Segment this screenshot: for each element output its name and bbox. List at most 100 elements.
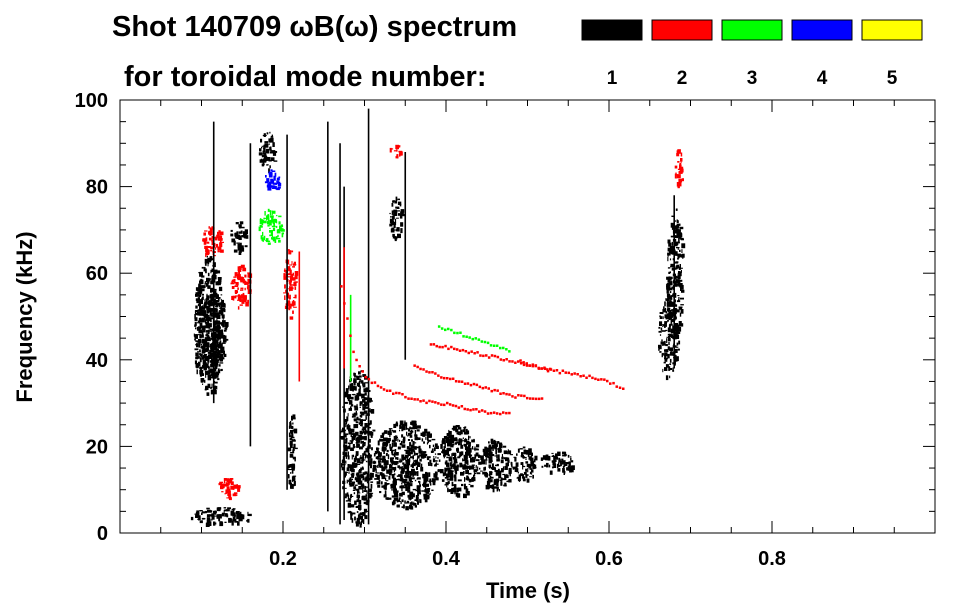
mode-1-pixel	[675, 247, 680, 249]
mode-1-pixel	[465, 470, 469, 474]
mode-1-pixel	[677, 280, 681, 285]
mode-2-track-pixel	[546, 368, 549, 371]
mode-2-pixel	[202, 238, 207, 242]
mode-3-pixel	[266, 221, 270, 223]
mode-1-pixel	[362, 444, 365, 448]
mode-1-pixel	[667, 282, 671, 287]
mode-2-track-pixel	[615, 385, 618, 388]
mode-1-pixel	[670, 334, 674, 336]
mode-2-track-pixel	[543, 366, 546, 369]
mode-1-pixel	[500, 481, 503, 485]
mode-2-pixel	[218, 235, 223, 240]
mode-2-track-pixel	[358, 365, 361, 368]
mode-1-pixel	[523, 471, 527, 475]
mode-2-track-pixel	[434, 401, 437, 404]
mode-1-pixel	[662, 352, 664, 356]
mode-1-pixel	[409, 457, 411, 463]
mode-1-pixel	[383, 437, 388, 442]
mode-1-pixel	[681, 249, 683, 253]
mode-1-pixel	[198, 515, 201, 520]
mode-1-pixel	[195, 298, 199, 301]
mode-1-pixel	[659, 334, 662, 336]
mode-1-pixel	[351, 495, 354, 497]
mode-2-track-pixel	[529, 397, 532, 400]
mode-2-pixel	[679, 164, 682, 170]
mode-1-pixel	[669, 368, 673, 370]
mode-1-pixel	[358, 381, 361, 384]
mode-2-track-pixel	[346, 317, 349, 320]
mode-1-pixel	[231, 238, 236, 243]
mode-1-pixel	[273, 160, 278, 162]
mode-1-pixel	[207, 351, 212, 354]
mode-1-pixel	[396, 504, 400, 508]
x-axis-title: Time (s)	[486, 578, 570, 603]
mode-1-pixel	[231, 518, 233, 522]
mode-1-pixel	[532, 467, 535, 470]
mode-1-pixel	[666, 285, 670, 290]
mode-2-pixel	[237, 487, 241, 492]
mode-1-pixel	[419, 454, 423, 457]
mode-1-pixel	[213, 290, 217, 294]
mode-1-pixel	[448, 434, 452, 439]
mode-1-pixel	[565, 462, 569, 465]
mode-1-pixel	[200, 343, 203, 346]
mode-1-pixel	[432, 481, 436, 486]
mode-1-pixel	[363, 397, 368, 401]
mode-1-pixel	[359, 446, 363, 450]
mode-1-pixel	[196, 510, 200, 514]
mode-1-pixel	[358, 478, 362, 480]
mode-1-pixel	[435, 462, 437, 465]
mode-1-pixel	[397, 201, 402, 205]
mode-1-pixel	[494, 468, 497, 472]
mode-1-pixel	[344, 471, 347, 476]
mode-1-pixel	[292, 439, 296, 442]
mode-1-pixel	[402, 462, 405, 465]
mode-1-pixel	[661, 324, 665, 326]
mode-1-pixel	[358, 385, 361, 388]
mode-2-pixel	[290, 284, 295, 286]
mode-1-pixel	[496, 463, 499, 467]
mode-1-pixel	[415, 489, 419, 492]
mode-2-track-pixel	[419, 400, 422, 403]
mode-1-pixel	[209, 521, 212, 526]
mode-1-pixel	[412, 448, 415, 452]
mode-1-pixel	[357, 418, 361, 421]
mode-2-pixel	[215, 247, 217, 250]
mode-1-pixel	[408, 475, 411, 479]
mode-1-pixel	[195, 305, 198, 309]
mode-3-pixel	[276, 220, 278, 224]
mode-1-pixel	[417, 437, 421, 440]
mode-1-pixel	[215, 345, 217, 350]
mode-1-pixel	[389, 447, 392, 451]
mode-1-pixel	[408, 471, 410, 476]
mode-1-pixel	[496, 458, 500, 462]
mode-1-pixel	[681, 289, 685, 293]
mode-1-pixel	[441, 440, 445, 445]
mode-1-pixel	[395, 217, 399, 219]
mode-1-pixel	[359, 469, 362, 473]
mode-1-pixel	[210, 373, 215, 377]
mode-1-pixel	[676, 231, 680, 235]
mode-3-pixel	[276, 229, 281, 234]
mode-1-pixel	[351, 474, 355, 478]
mode-2-pixel	[234, 272, 238, 277]
mode-1-pixel	[410, 477, 415, 480]
mode-1-pixel	[386, 449, 389, 453]
mode-1-pixel	[675, 276, 677, 280]
mode-1-pixel	[216, 299, 219, 303]
mode-1-pixel	[243, 232, 246, 238]
mode-1-pixel	[670, 235, 674, 238]
mode-1-pixel	[350, 511, 353, 516]
mode-1-pixel	[345, 500, 349, 502]
mode-1-pixel	[497, 470, 502, 475]
mode-1-pixel	[568, 461, 571, 467]
mode-1-pixel	[678, 282, 680, 287]
mode-1-pixel	[204, 354, 208, 356]
mode-1-pixel	[380, 435, 384, 438]
mode-1-pixel	[201, 356, 205, 360]
mode-4-pixel	[276, 177, 280, 181]
mode-2-track-pixel	[480, 409, 484, 412]
mode-1-pixel	[437, 453, 441, 456]
mode-2-pixel	[291, 301, 296, 306]
mode-1-pixel	[393, 497, 398, 501]
